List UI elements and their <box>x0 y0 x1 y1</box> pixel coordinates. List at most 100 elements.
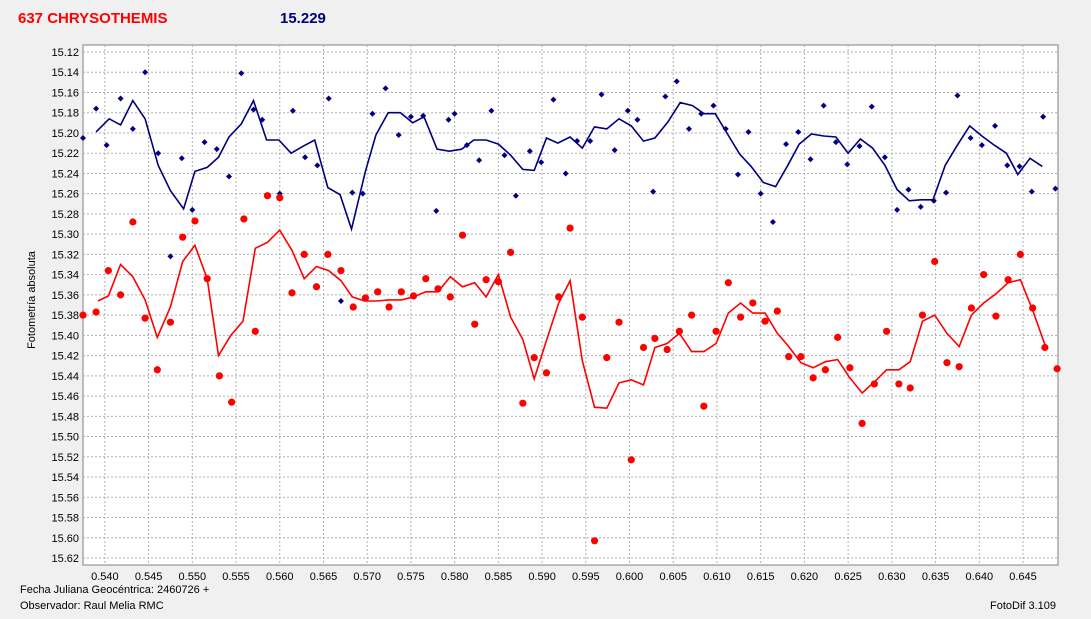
blue-data-point <box>844 161 851 168</box>
blue-data-point <box>769 219 776 226</box>
blue-data-point <box>881 154 888 161</box>
red-data-point <box>446 293 454 301</box>
blue-data-point <box>512 192 519 199</box>
blue-data-point <box>734 171 741 178</box>
blue-data-point <box>178 155 185 162</box>
blue-data-point <box>807 156 814 163</box>
blue-data-point <box>451 110 458 117</box>
blue-data-point <box>129 125 136 132</box>
blue-data-point <box>289 107 296 114</box>
red-data-point <box>918 311 927 319</box>
x-tick-label: 0.580 <box>441 571 469 583</box>
blue-data-point <box>93 105 100 112</box>
blue-data-point <box>673 78 680 85</box>
x-tick-label: 0.555 <box>222 571 250 583</box>
red-data-point <box>858 419 866 428</box>
red-data-point <box>1004 276 1012 284</box>
y-tick-label: 15.26 <box>51 189 79 201</box>
y-tick-label: 15.32 <box>51 249 79 261</box>
object-title: 637 CHRYSOTHEMIS <box>18 10 168 27</box>
red-data-point <box>530 354 538 362</box>
x-tick-label: 0.635 <box>922 571 950 583</box>
blue-series-line <box>95 98 1043 233</box>
red-data-point <box>240 215 248 223</box>
blue-data-point <box>1040 113 1047 120</box>
red-data-point <box>688 311 696 319</box>
blue-data-point <box>142 69 149 76</box>
red-data-point <box>482 276 490 284</box>
y-tick-label: 15.54 <box>51 472 79 484</box>
footer-software: FotoDif 3.109 <box>990 600 1057 612</box>
blue-data-point <box>574 138 581 145</box>
blue-data-point <box>917 203 924 210</box>
y-tick-label: 15.60 <box>51 533 79 545</box>
y-axis-label: Fotometría absoluta <box>26 251 38 349</box>
blue-data-point <box>783 141 790 148</box>
blue-data-point <box>550 96 557 103</box>
blue-data-point <box>745 128 752 135</box>
blue-data-point <box>314 162 321 169</box>
red-data-point <box>276 194 284 202</box>
x-tick-label: 0.550 <box>179 571 207 583</box>
blue-data-point <box>954 92 961 99</box>
blue-data-point <box>382 85 389 92</box>
red-data-point <box>1016 250 1024 258</box>
red-data-point <box>724 279 732 287</box>
red-data-point <box>967 304 976 312</box>
y-tick-label: 15.50 <box>51 432 79 444</box>
blue-data-point <box>501 152 508 159</box>
blue-data-point <box>488 107 495 114</box>
x-tick-label: 0.625 <box>834 571 862 583</box>
red-data-point <box>603 354 611 362</box>
red-data-point <box>895 380 903 388</box>
red-data-point <box>809 374 817 382</box>
blue-data-point <box>117 95 124 102</box>
y-tick-label: 15.34 <box>51 270 79 282</box>
blue-data-point <box>189 206 196 213</box>
y-tick-label: 15.58 <box>51 513 79 525</box>
blue-data-point <box>302 154 309 161</box>
red-data-point <box>821 366 829 374</box>
red-data-point <box>566 224 574 232</box>
y-tick-label: 15.48 <box>51 411 79 423</box>
red-series-line <box>97 228 1046 410</box>
y-tick-label: 15.62 <box>51 553 79 565</box>
blue-data-point <box>562 170 569 177</box>
blue-data-point <box>757 190 764 197</box>
blue-data-point <box>930 197 937 204</box>
red-data-point <box>374 288 382 296</box>
blue-data-point <box>349 189 356 196</box>
red-data-point <box>324 250 332 258</box>
blue-data-point <box>103 142 110 149</box>
red-data-point <box>507 248 515 256</box>
red-data-point <box>409 292 418 300</box>
blue-data-point <box>894 206 901 213</box>
blue-data-point <box>992 122 999 129</box>
red-data-point <box>773 307 781 315</box>
y-tick-label: 15.28 <box>51 209 79 221</box>
red-data-point <box>215 372 224 380</box>
x-tick-label: 0.640 <box>966 571 994 583</box>
red-data-point <box>471 320 479 328</box>
x-tick-label: 0.605 <box>659 571 687 583</box>
red-data-point <box>494 278 502 286</box>
red-data-point <box>639 343 648 352</box>
red-data-point <box>141 314 149 322</box>
blue-data-point <box>395 131 402 138</box>
y-tick-label: 15.42 <box>51 351 79 363</box>
red-data-point <box>92 308 100 316</box>
red-data-point <box>361 294 370 302</box>
red-data-point <box>203 275 211 283</box>
y-tick-label: 15.46 <box>51 391 79 403</box>
x-tick-label: 0.545 <box>135 571 163 583</box>
blue-data-point <box>598 91 605 98</box>
blue-data-point <box>685 125 692 132</box>
red-data-point <box>663 345 671 354</box>
red-data-point <box>627 456 635 464</box>
red-data-point <box>761 317 769 325</box>
blue-data-point <box>943 189 950 196</box>
blue-data-point <box>538 159 545 166</box>
red-data-point <box>615 318 623 326</box>
red-data-point <box>736 313 745 321</box>
series <box>79 69 1061 545</box>
